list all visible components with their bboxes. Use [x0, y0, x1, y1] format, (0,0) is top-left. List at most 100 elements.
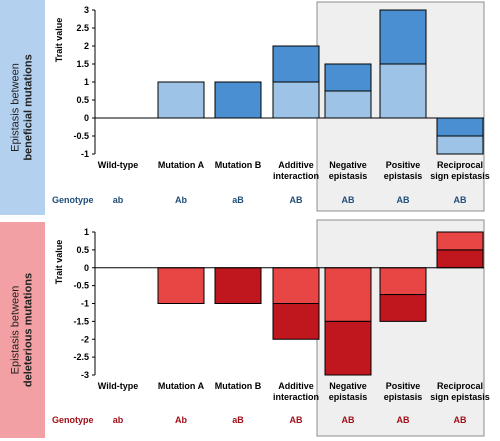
y-tick-label: -0.5: [73, 281, 89, 291]
genotype-label: ab: [113, 195, 124, 205]
y-tick-label: 2: [84, 41, 89, 51]
y-axis-label: Trait value: [54, 240, 64, 285]
category-label-line: interaction: [273, 171, 319, 181]
genotype-label: AB: [454, 415, 467, 425]
genotype-label: Ab: [175, 195, 187, 205]
category-label-line: sign epistasis: [430, 392, 490, 402]
side-label-line-2: deleterious mutations: [23, 273, 35, 387]
category-label-line: epistasis: [384, 392, 423, 402]
genotype-title: Genotype: [52, 195, 94, 205]
y-tick-label: 0.5: [76, 245, 89, 255]
genotype-label: AB: [397, 415, 410, 425]
y-tick-label: 0: [84, 113, 89, 123]
bar-segment: [324, 63, 372, 92]
side-label: Epistasis betweendeleterious mutations: [9, 273, 34, 387]
category-label: Positive epistasis: [384, 381, 423, 402]
y-tick-label: 3: [84, 5, 89, 15]
y-tick-label: 0: [84, 263, 89, 273]
deleterious-panel: Epistasis betweendeleterious mutations 1 0…: [0, 219, 490, 438]
category-label-line: Positive: [386, 160, 421, 170]
category-label-line: Reciprocal: [437, 160, 483, 170]
category-label: Additive interaction: [273, 160, 319, 181]
side-label-line-1: Epistasis between: [9, 286, 21, 375]
category-label-line: Additive: [278, 381, 314, 391]
category-label: Mutation A: [158, 160, 205, 170]
category-label-line: sign epistasis: [430, 171, 490, 181]
bar-segment: [272, 267, 320, 304]
y-tick-label: 2.5: [76, 23, 89, 33]
category-label: Positive epistasis: [384, 160, 423, 181]
category-label: Mutation B: [215, 381, 262, 391]
bar-segment: [379, 9, 427, 65]
bar-segment: [214, 81, 262, 119]
y-tick-label: -1: [81, 299, 89, 309]
category-label: Wild-type: [98, 160, 138, 170]
bar-segment: [324, 320, 372, 376]
category-label: Mutation B: [215, 160, 262, 170]
side-label: Epistasis betweenbeneficial mutations: [9, 54, 34, 160]
category-label: Wild-type: [98, 381, 138, 391]
bar-segment: [436, 135, 484, 155]
category-label-line: Reciprocal: [437, 381, 483, 391]
y-tick-label: 0.5: [76, 95, 89, 105]
genotype-label: aB: [232, 195, 244, 205]
genotype-label: AB: [342, 415, 355, 425]
beneficial-panel: Epistasis betweenbeneficial mutations 3 2.…: [0, 0, 490, 215]
genotype-title: Genotype: [52, 415, 94, 425]
genotype-label: ab: [113, 415, 124, 425]
bar-segment: [379, 267, 427, 296]
category-label-line: Additive: [278, 160, 314, 170]
bar-segment: [436, 117, 484, 137]
bar-segment: [157, 267, 205, 304]
category-label: Negative epistasis: [329, 160, 368, 181]
genotype-label: aB: [232, 415, 244, 425]
side-label-line-2: beneficial mutations: [23, 54, 35, 160]
category-label-line: Positive: [386, 381, 421, 391]
bar-segment: [379, 294, 427, 322]
category-label-line: Mutation A: [158, 160, 205, 170]
y-tick-label: -1: [81, 149, 89, 159]
genotype-label: AB: [290, 195, 303, 205]
category-label-line: Mutation B: [215, 381, 262, 391]
bar-segment: [272, 45, 320, 83]
y-tick-label: 1: [84, 77, 89, 87]
category-label-line: Negative: [329, 381, 367, 391]
side-label-line-1: Epistasis between: [9, 63, 21, 152]
bar-segment: [272, 303, 320, 340]
category-label-line: epistasis: [329, 171, 368, 181]
category-label: Mutation A: [158, 381, 205, 391]
y-tick-label: 1.5: [76, 59, 89, 69]
y-tick-label: -0.5: [73, 131, 89, 141]
bar-segment: [379, 63, 427, 119]
genotype-label: Ab: [175, 415, 187, 425]
y-tick-label: -1.5: [73, 316, 89, 326]
category-label-line: interaction: [273, 392, 319, 402]
genotype-label: AB: [397, 195, 410, 205]
category-label: Reciprocal sign epistasis: [430, 381, 490, 402]
category-label-line: Mutation B: [215, 160, 262, 170]
side-label-box: [0, 0, 45, 215]
bar-segment: [157, 81, 205, 119]
category-label-line: Mutation A: [158, 381, 205, 391]
genotype-label: AB: [290, 415, 303, 425]
category-label-line: epistasis: [384, 171, 423, 181]
category-label-line: Wild-type: [98, 381, 138, 391]
genotype-label: AB: [454, 195, 467, 205]
category-label: Additive interaction: [273, 381, 319, 402]
bar-segment: [272, 81, 320, 119]
y-tick-label: 1: [84, 227, 89, 237]
side-label-box: [0, 222, 45, 438]
y-tick-label: -3: [81, 370, 89, 380]
category-label: Reciprocal sign epistasis: [430, 160, 490, 181]
bar-segment: [436, 249, 484, 269]
category-label-line: Negative: [329, 160, 367, 170]
bar-segment: [214, 267, 262, 304]
category-label-line: epistasis: [329, 392, 368, 402]
bar-segment: [324, 90, 372, 119]
y-tick-label: -2: [81, 334, 89, 344]
category-label-line: Wild-type: [98, 160, 138, 170]
bar-segment: [436, 231, 484, 251]
y-tick-label: -2.5: [73, 352, 89, 362]
genotype-label: AB: [342, 195, 355, 205]
